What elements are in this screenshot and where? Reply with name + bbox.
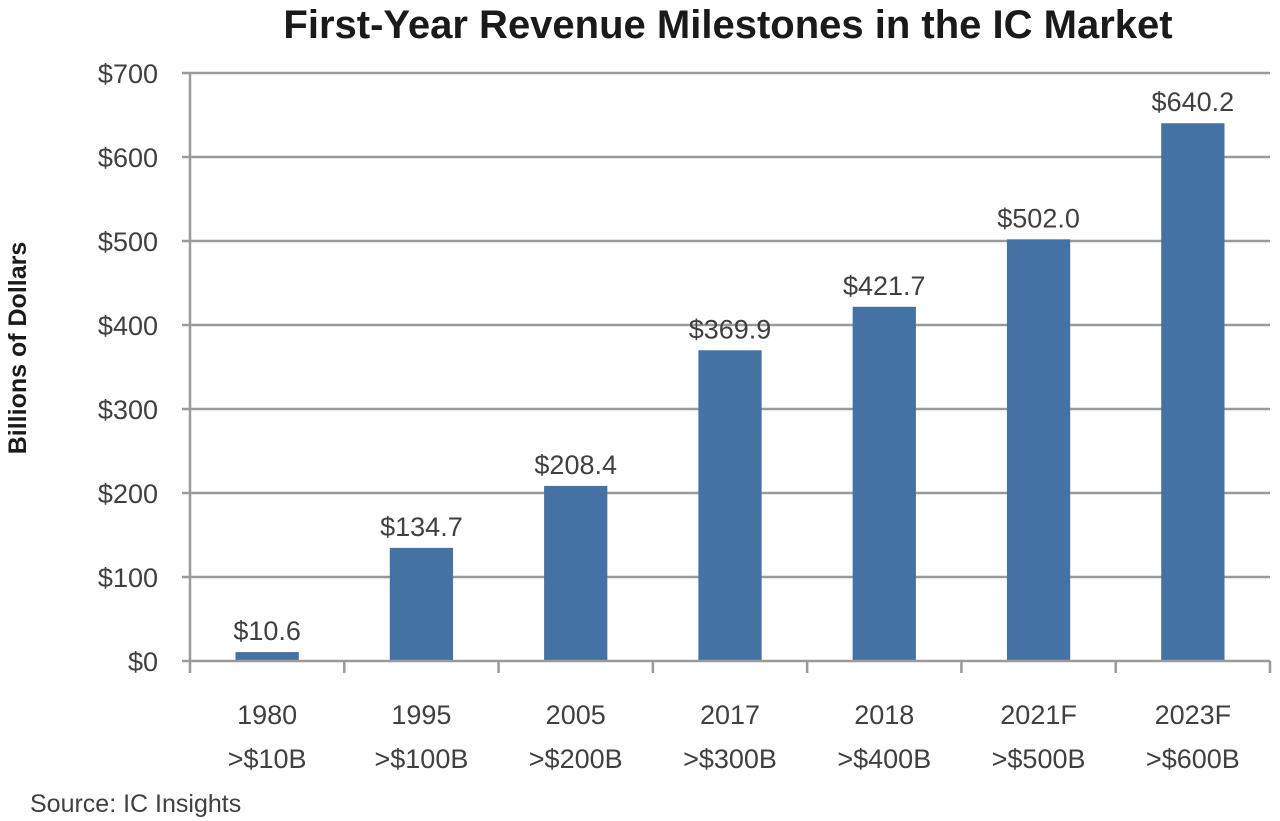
y-tick-label: $200	[98, 479, 158, 509]
bar	[698, 350, 762, 661]
y-tick-label: $300	[98, 395, 158, 425]
bar	[544, 485, 608, 661]
y-tick-label: $500	[98, 227, 158, 257]
x-tick-milestone: >$10B	[228, 744, 307, 774]
x-tick-year: 1995	[391, 700, 451, 730]
y-tick-label: $100	[98, 563, 158, 593]
x-tick-year: 1980	[237, 700, 297, 730]
chart-title: First-Year Revenue Milestones in the IC …	[283, 3, 1172, 47]
x-tick-milestone: >$200B	[529, 744, 623, 774]
data-label: $10.6	[233, 616, 301, 646]
y-tick-label: $0	[128, 647, 158, 677]
x-tick-milestone: >$600B	[1146, 744, 1240, 774]
x-tick-year: 2018	[854, 700, 914, 730]
y-tick-label: $700	[98, 59, 158, 89]
source-note: Source: IC Insights	[30, 790, 241, 818]
y-tick-label: $400	[98, 311, 158, 341]
x-tick-milestone: >$300B	[683, 744, 777, 774]
x-tick-year: 2021F	[1000, 700, 1077, 730]
data-label: $208.4	[534, 450, 617, 480]
x-tick-milestone: >$400B	[837, 744, 931, 774]
bar	[1006, 239, 1071, 661]
bars	[235, 123, 1225, 662]
data-label: $421.7	[843, 271, 926, 301]
x-axis	[182, 73, 1272, 673]
x-tick-year: 2023F	[1155, 700, 1232, 730]
data-label: $134.7	[380, 512, 463, 542]
bar	[852, 306, 916, 661]
x-tick-year: 2005	[546, 700, 606, 730]
bar	[1161, 123, 1225, 662]
data-labels: $10.6 $134.7 $208.4 $369.9 $421.7 $502.0 $640.…	[233, 87, 1234, 646]
bar	[389, 547, 454, 661]
data-label: $640.2	[1152, 87, 1235, 117]
y-tick-label: $600	[98, 143, 158, 173]
x-tick-milestone: >$500B	[992, 744, 1086, 774]
data-label: $369.9	[689, 314, 772, 344]
x-tick-year: 2017	[700, 700, 760, 730]
y-axis-ticks: $0 $100 $200 $300 $400 $500 $600 $700	[98, 59, 158, 677]
bar	[235, 652, 299, 661]
y-axis-label: Billions of Dollars	[4, 242, 32, 455]
data-label: $502.0	[997, 203, 1080, 233]
x-tick-milestone: >$100B	[375, 744, 469, 774]
x-axis-ticks: 1980 >$10B 1995 >$100B 2005 >$200B 2017 >$300B 2…	[228, 700, 1240, 774]
